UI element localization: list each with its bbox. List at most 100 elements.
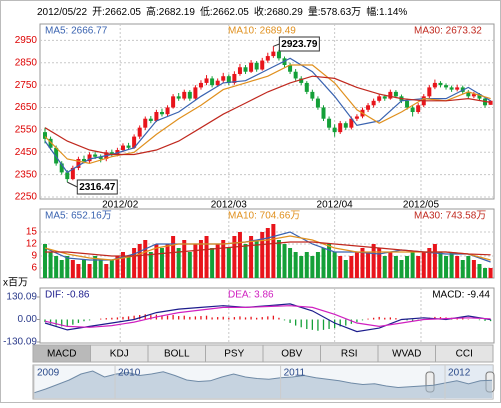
volume-bar — [232, 236, 237, 278]
volume-bar — [215, 244, 220, 278]
volume-bar — [120, 252, 125, 278]
candle-body — [444, 85, 449, 88]
volume-bar — [143, 240, 148, 278]
volume-bar — [282, 244, 287, 278]
candle-body — [410, 107, 415, 112]
candle-body — [343, 123, 348, 128]
volume-bar — [343, 260, 348, 278]
y-tick-label: 2450 — [15, 147, 38, 158]
candle-body — [388, 91, 393, 99]
tab[interactable] — [435, 344, 494, 363]
y-tick-label: 9 — [31, 251, 37, 262]
volume-bar — [354, 252, 359, 278]
candle-body — [182, 91, 187, 99]
volume-bar — [460, 260, 465, 278]
x-tick-label: 2012/04 — [317, 200, 354, 211]
candle-body — [405, 100, 410, 108]
candle-body — [332, 127, 337, 133]
y-tick-label: 2250 — [15, 192, 38, 203]
volume-bar — [237, 232, 242, 278]
tab-label[interactable]: RSI — [341, 349, 358, 360]
tab-label[interactable]: WVAD — [392, 349, 421, 360]
legend-entry: MA10: 2689.49 — [228, 26, 296, 37]
candle-body — [254, 62, 259, 70]
volume-bar — [54, 256, 59, 278]
candle-body — [70, 167, 75, 180]
candle-body — [126, 145, 131, 148]
tab-label[interactable]: CCI — [456, 349, 473, 360]
volume-bar — [466, 256, 471, 278]
candle-body — [432, 82, 437, 88]
ma-line — [44, 57, 491, 174]
volume-bar — [137, 244, 142, 278]
x-tick-label: 2012 — [448, 368, 471, 379]
volume-bar — [132, 248, 137, 278]
candle-body — [204, 78, 209, 83]
volume-bar — [332, 252, 337, 278]
y-tick-label: 2650 — [15, 102, 38, 113]
volume-bar — [148, 252, 153, 278]
tab-label[interactable]: OBV — [281, 349, 302, 360]
volume-bar — [310, 256, 315, 278]
candle-body — [438, 82, 443, 86]
volume-bar — [87, 264, 92, 278]
volume-bar — [126, 256, 131, 278]
volume-bar — [405, 256, 410, 278]
tab-label[interactable]: BOLL — [164, 349, 190, 360]
candle-body — [143, 118, 148, 128]
volume-bar — [70, 260, 75, 278]
tab-label[interactable]: PSY — [224, 349, 244, 360]
volume-bar — [65, 256, 70, 278]
volume-bar — [249, 236, 254, 278]
candle-body — [265, 56, 270, 61]
y-tick-label: 130.09 — [6, 292, 37, 303]
candle-body — [393, 91, 398, 97]
candle-body — [249, 62, 254, 72]
volume-bar — [204, 236, 209, 278]
candle-body — [98, 156, 103, 159]
candle-body — [159, 112, 164, 115]
legend-entry: MA5: 652.16万 — [45, 211, 112, 222]
volume-bar — [455, 256, 460, 278]
candle-body — [243, 67, 248, 72]
legend-entry: MACD: -9.44 — [432, 290, 490, 301]
annotation-leader — [273, 43, 280, 47]
candle-body — [187, 91, 192, 99]
candle-body — [154, 112, 159, 121]
volume-bar — [76, 264, 81, 278]
volume-bar — [416, 256, 421, 278]
candle-body — [304, 82, 309, 92]
y-tick-label: 0.00 — [18, 314, 38, 325]
candle-body — [299, 78, 304, 83]
x-tick-label: 2012/03 — [211, 200, 248, 211]
volume-bar — [360, 248, 365, 278]
candle-body — [288, 65, 293, 72]
volume-bar — [444, 256, 449, 278]
volume-bar — [432, 244, 437, 278]
volume-bar — [483, 268, 488, 278]
volume-bar — [93, 256, 98, 278]
volume-bar — [176, 248, 181, 278]
volume-bar — [488, 268, 493, 278]
volume-bar — [393, 256, 398, 278]
candle-body — [382, 96, 387, 99]
y-tick-label: 2750 — [15, 80, 38, 91]
tab-label[interactable]: KDJ — [110, 349, 129, 360]
overview-line — [33, 370, 493, 394]
volume-bar — [48, 252, 53, 278]
x-tick-label: 2012/05 — [403, 200, 440, 211]
candle-body — [338, 123, 343, 133]
volume-bar — [221, 240, 226, 278]
volume-bar — [438, 252, 443, 278]
candle-body — [471, 94, 476, 97]
candle-body — [466, 91, 471, 97]
candle-body — [81, 158, 86, 162]
volume-bar — [477, 264, 482, 278]
x-tick-label: 2012/02 — [102, 200, 139, 211]
annotation: 2923.79 — [281, 39, 318, 50]
volume-bar — [198, 240, 203, 278]
candle-body — [193, 87, 198, 99]
y-tick-label: 15 — [26, 227, 38, 238]
tab-label[interactable]: MACD — [47, 349, 76, 360]
legend-entry: MA30: 2673.32 — [414, 26, 482, 37]
